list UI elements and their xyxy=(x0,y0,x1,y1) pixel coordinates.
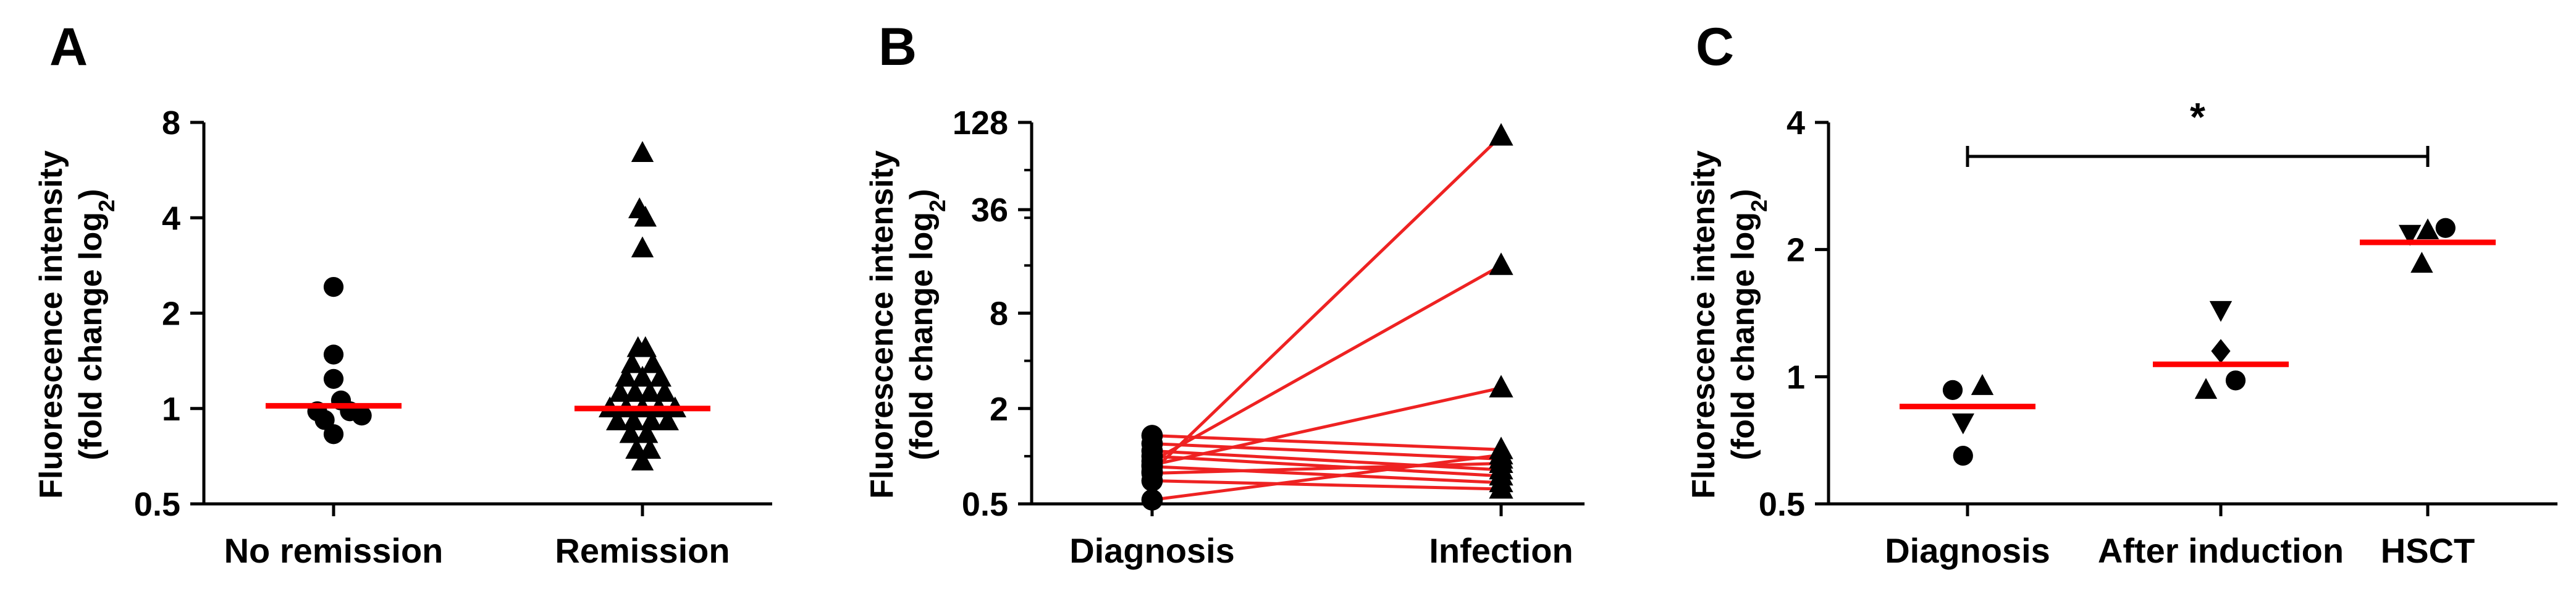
x-tick-label-c: HSCT xyxy=(2381,531,2475,570)
triangle-point-b xyxy=(1489,252,1513,275)
circle-point-a xyxy=(323,276,344,297)
marks-a xyxy=(266,141,710,470)
triangle-point-a xyxy=(631,449,654,470)
y-tick-label-a: 0.5 xyxy=(134,486,180,523)
triangle-point-a xyxy=(623,381,647,402)
panel-c: C Fluorescence intensity (fold change lo… xyxy=(1686,17,2557,570)
triangle-point-b xyxy=(1489,123,1513,146)
y-axis-title-sub-a: (fold change log2) xyxy=(73,189,119,461)
triangle-point-c xyxy=(1971,374,1994,395)
circle-point-a xyxy=(323,368,344,390)
panel-b: B Fluorescence intensity (fold change lo… xyxy=(864,17,1585,570)
y-tick-label-a: 8 xyxy=(162,104,180,142)
pair-line-b xyxy=(1151,264,1502,463)
triangle-point-a xyxy=(649,365,671,387)
marks-c: * xyxy=(1900,95,2496,466)
circle-point-a xyxy=(323,424,344,445)
y-tick-label-b: 36 xyxy=(971,192,1008,229)
panel-label-c: C xyxy=(1696,17,1734,77)
triangle-point-a xyxy=(636,422,659,443)
panel-a: A Fluorescence intensity (fold change lo… xyxy=(33,17,772,570)
circle-point-a xyxy=(314,410,335,430)
triangle-point-a xyxy=(619,422,642,443)
triangle-down-point-c xyxy=(2209,300,2233,322)
y-axis-title-sub-b: (fold change log2) xyxy=(904,189,950,461)
triangle-down-point-c xyxy=(1951,413,1974,435)
triangle-down-point-c xyxy=(2399,224,2422,246)
circle-point-a xyxy=(351,406,372,426)
circle-point-c xyxy=(2225,370,2246,391)
y-axis-title-main-b: Fluorescence intensity xyxy=(864,150,900,499)
y-tick-label-b: 8 xyxy=(990,296,1008,333)
triangle-point-a xyxy=(615,365,638,387)
x-tick-label-c: After induction xyxy=(2098,531,2344,570)
circle-point-a xyxy=(323,344,344,365)
circle-point-c xyxy=(1953,446,1973,466)
pair-line-b xyxy=(1151,386,1502,467)
axes-a: 0.5 1 2 4 8 No remission Remission xyxy=(134,104,772,570)
triangle-point-a xyxy=(622,409,645,431)
circle-point-c xyxy=(2435,218,2456,238)
triangle-point-b xyxy=(1489,441,1513,465)
triangle-point-a xyxy=(606,409,629,431)
y-tick-label-c: 0.5 xyxy=(1759,486,1805,523)
x-tick-label-a: No remission xyxy=(224,531,444,570)
pair-line-b xyxy=(1151,449,1502,472)
y-tick-label-b: 2 xyxy=(990,391,1008,428)
triangle-point-a xyxy=(634,205,657,227)
triangle-point-b xyxy=(1489,476,1513,499)
panel-label-a: A xyxy=(49,17,88,77)
y-tick-label-a: 4 xyxy=(162,200,180,237)
y-axis-title-c: Fluorescence intensity (fold change log2… xyxy=(1686,150,1772,499)
y-tick-label-c: 2 xyxy=(1787,232,1805,269)
y-axis-title-main-a: Fluorescence intensity xyxy=(33,150,69,499)
triangle-point-c xyxy=(2410,252,2433,273)
triangle-point-a xyxy=(631,365,654,387)
triangle-point-a xyxy=(634,336,657,357)
pair-line-b xyxy=(1151,479,1502,491)
y-tick-label-a: 2 xyxy=(162,296,180,333)
significance-star: * xyxy=(2190,95,2205,139)
y-tick-label-a: 1 xyxy=(162,391,180,428)
circle-point-b xyxy=(1141,470,1163,492)
diamond-point-c xyxy=(2211,339,2231,364)
y-axis-title-b: Fluorescence intensity (fold change log2… xyxy=(864,150,950,499)
pair-line-b xyxy=(1151,433,1502,451)
y-tick-label-c: 1 xyxy=(1787,359,1805,396)
triangle-point-c xyxy=(2194,378,2218,399)
y-axis-title-main-c: Fluorescence intensity xyxy=(1686,150,1722,499)
triangle-point-c xyxy=(2416,218,2439,240)
x-tick-label-b: Diagnosis xyxy=(1069,531,1235,570)
pair-line-b xyxy=(1151,442,1502,461)
x-tick-label-a: Remission xyxy=(555,531,730,570)
triangle-point-b xyxy=(1489,375,1513,398)
axes-c: 0.5 1 2 4 Diagnosis After induction HSCT xyxy=(1759,104,2557,570)
pair-line-b xyxy=(1151,462,1502,475)
triangle-point-a xyxy=(631,141,654,162)
y-axis-title-sub-c: (fold change log2) xyxy=(1725,189,1772,461)
y-tick-label-b: 128 xyxy=(953,104,1008,142)
triangle-point-a xyxy=(656,409,679,431)
panel-label-b: B xyxy=(878,17,917,77)
pair-line-b xyxy=(1151,454,1502,478)
y-tick-label-c: 4 xyxy=(1787,104,1805,142)
x-tick-label-b: Infection xyxy=(1429,531,1573,570)
pair-line-b xyxy=(1151,453,1502,501)
triangle-point-a xyxy=(608,381,632,402)
y-axis-title-a: Fluorescence intensity (fold change log2… xyxy=(33,150,119,499)
axes-b: 0.5 2 8 36 128 Diagnosis Infection xyxy=(953,104,1585,570)
triangle-point-a xyxy=(638,381,662,402)
y-tick-label-b: 0.5 xyxy=(962,486,1008,523)
marks-b xyxy=(1141,123,1513,511)
triangle-point-a xyxy=(631,236,654,258)
circle-point-c xyxy=(1942,380,1963,400)
x-tick-label-c: Diagnosis xyxy=(1885,531,2050,570)
triangle-point-a xyxy=(641,352,664,373)
pair-line-b xyxy=(1151,135,1502,473)
triangle-point-a xyxy=(653,381,676,402)
pair-line-b xyxy=(1151,465,1502,485)
circle-point-b xyxy=(1141,489,1163,511)
